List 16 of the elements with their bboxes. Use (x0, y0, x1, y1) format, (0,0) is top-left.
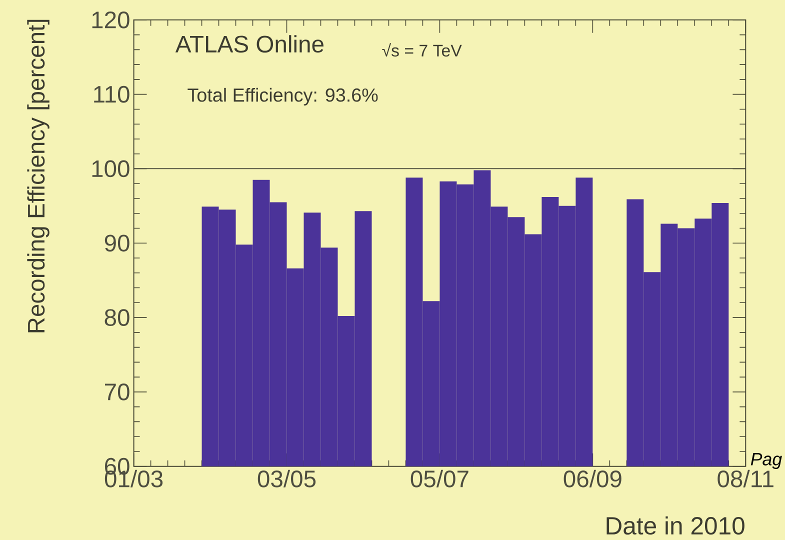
y-tick-label: 110 (94, 86, 130, 103)
y-axis-title: Recording Efficiency [percent] (27, 20, 50, 332)
x-tick-label: 06/09 (564, 470, 622, 488)
text: Pag (750, 452, 782, 469)
y-tick-label: 70 (105, 383, 130, 400)
annotation: √s = 7 TeV (382, 43, 462, 57)
x-axis-title: Date in 2010 (606, 516, 744, 535)
y-tick-label: 120 (92, 11, 130, 28)
text: ATLAS Online (175, 35, 324, 53)
x-tick-label: 05/07 (410, 470, 468, 488)
x-tick-label: 03/05 (258, 470, 316, 488)
x-tick-label: 08/11 (718, 470, 774, 488)
y-tick-label: 80 (104, 309, 130, 326)
y-tick-label: 100 (92, 160, 130, 178)
annotation: Total Efficiency: 93.6% (188, 88, 378, 106)
y-tick-label: 90 (104, 234, 130, 252)
